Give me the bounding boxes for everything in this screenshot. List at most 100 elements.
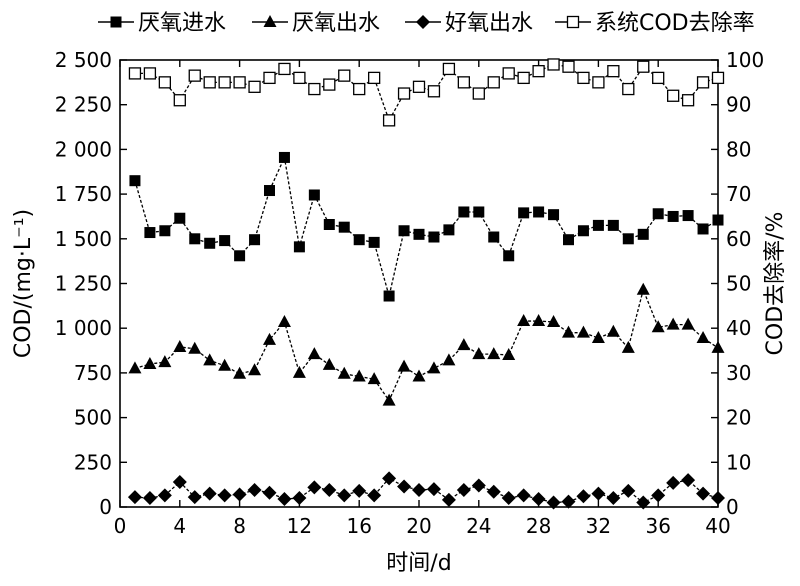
- data-point: [712, 214, 724, 226]
- y-right-tick-label: 100: [726, 48, 764, 72]
- data-point: [681, 317, 695, 330]
- y-left-tick-label: 1 500: [55, 227, 112, 251]
- y-right-tick-label: 20: [726, 406, 751, 430]
- data-point: [667, 89, 680, 102]
- data-point: [397, 359, 411, 372]
- data-point: [637, 228, 649, 240]
- y-axis-right-label: COD去除率/%: [763, 212, 788, 356]
- y-left-tick-label: 500: [74, 406, 112, 430]
- data-point: [218, 76, 231, 89]
- data-point: [667, 210, 679, 222]
- data-point: [682, 210, 694, 222]
- legend-item: 厌氧出水: [252, 11, 380, 36]
- data-point: [353, 234, 365, 246]
- data-point: [142, 491, 157, 506]
- data-point: [158, 355, 172, 368]
- y-right-tick-label: 40: [726, 316, 751, 340]
- data-point: [548, 209, 560, 221]
- data-point: [398, 225, 410, 237]
- data-point: [218, 358, 232, 371]
- data-point: [338, 69, 351, 82]
- data-point: [337, 366, 351, 379]
- data-point: [518, 207, 530, 219]
- legend-marker: [263, 15, 277, 27]
- series-2: [128, 282, 725, 406]
- data-point: [323, 218, 335, 230]
- y-right-tick-label: 0: [726, 495, 739, 519]
- data-point: [158, 76, 172, 89]
- data-point: [577, 225, 589, 237]
- data-point: [577, 71, 590, 85]
- x-tick-label: 20: [406, 514, 431, 538]
- data-point: [457, 338, 471, 351]
- data-point: [188, 69, 201, 82]
- data-point: [247, 483, 262, 498]
- y-left-tick-label: 250: [74, 450, 112, 474]
- data-point: [546, 495, 561, 510]
- data-point: [471, 478, 486, 493]
- data-point: [681, 94, 695, 107]
- series-line: [134, 63, 719, 122]
- data-point: [248, 363, 262, 376]
- data-point: [636, 282, 650, 295]
- y-right-tick-label: 70: [726, 182, 751, 206]
- legend-item: 系统COD去除率: [555, 11, 755, 36]
- legend: 厌氧进水 厌氧出水 好氧出水 系统COD去除率: [98, 11, 755, 36]
- data-point: [277, 314, 291, 327]
- y-right-tick-label: 10: [726, 450, 751, 474]
- data-point: [397, 87, 411, 100]
- series-1: [129, 151, 724, 302]
- data-point: [592, 219, 604, 231]
- data-point: [263, 332, 276, 345]
- data-point: [443, 224, 455, 236]
- y-left-tick-label: 0: [99, 495, 112, 519]
- y-left-tick-label: 2 000: [55, 137, 112, 161]
- data-point: [636, 495, 651, 510]
- data-point: [487, 347, 501, 360]
- data-point: [457, 76, 471, 89]
- series-line: [134, 477, 719, 504]
- data-point: [592, 76, 605, 89]
- data-point: [337, 488, 352, 503]
- data-point: [159, 225, 171, 237]
- data-point: [368, 236, 380, 248]
- data-point: [249, 234, 261, 246]
- x-axis-label: 时间/d: [386, 551, 451, 576]
- data-point: [711, 71, 725, 85]
- data-point: [502, 348, 516, 361]
- series-line: [134, 287, 719, 402]
- plot-area: [119, 59, 719, 508]
- x-tick-label: 4: [173, 514, 186, 538]
- data-point: [412, 80, 426, 93]
- data-point: [397, 479, 412, 494]
- data-point: [652, 71, 665, 85]
- data-point: [428, 231, 440, 243]
- data-point: [607, 65, 620, 78]
- data-point: [367, 372, 381, 385]
- data-point: [622, 233, 634, 245]
- y-right-tick-label: 50: [726, 272, 751, 296]
- data-point: [308, 189, 320, 201]
- data-point: [456, 483, 471, 498]
- data-point: [562, 60, 575, 73]
- legend-label: 系统COD去除率: [595, 11, 755, 36]
- data-point: [203, 76, 216, 89]
- legend-label: 好氧出水: [445, 11, 533, 36]
- data-point: [533, 206, 545, 218]
- x-tick-label: 24: [466, 514, 491, 538]
- data-point: [157, 488, 172, 503]
- data-point: [382, 471, 397, 486]
- data-point: [651, 320, 665, 333]
- data-point: [323, 78, 336, 91]
- data-point: [547, 58, 560, 71]
- y-right-tick-label: 80: [726, 137, 751, 161]
- data-point: [652, 208, 664, 220]
- data-point: [486, 484, 501, 499]
- data-point: [232, 487, 247, 502]
- data-point: [681, 473, 696, 488]
- data-point: [563, 234, 574, 246]
- legend-label: 厌氧进水: [138, 11, 226, 36]
- data-point: [666, 317, 680, 330]
- data-point: [292, 491, 307, 506]
